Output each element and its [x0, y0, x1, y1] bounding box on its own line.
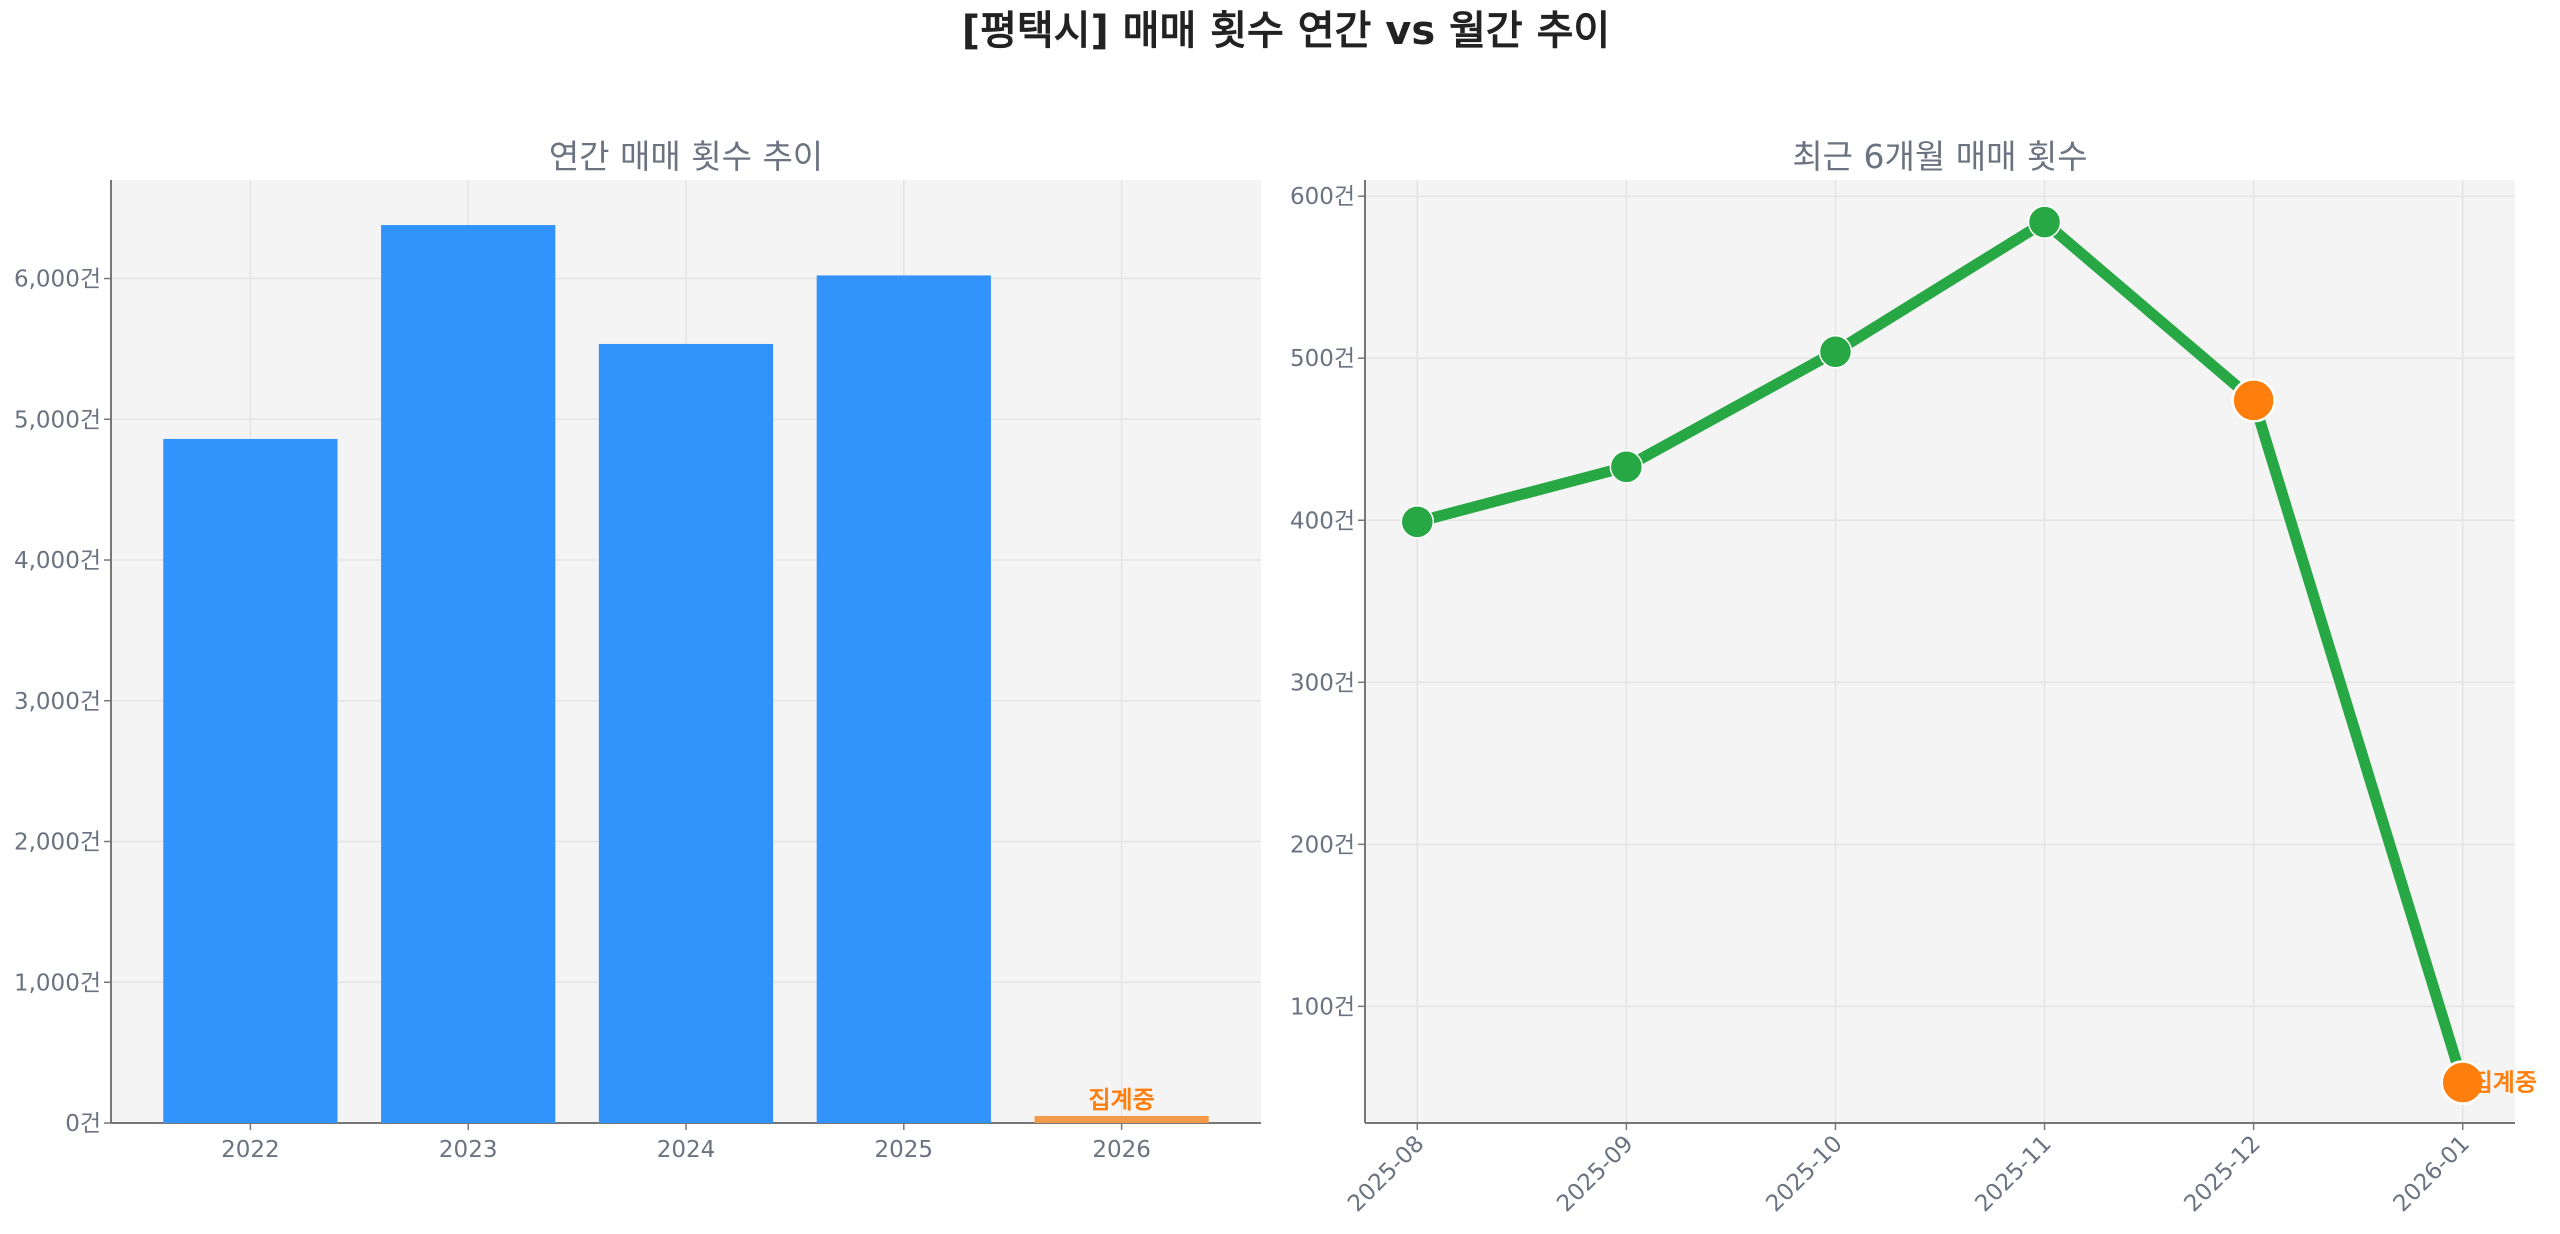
bar-2022 [163, 438, 338, 1123]
line-chart-title: 최근 6개월 매매 횟수 [1792, 137, 2087, 176]
x-tick-label: 2025-10 [1761, 1131, 1847, 1217]
bar-2026 [1034, 1115, 1209, 1123]
bar-2025 [816, 275, 991, 1123]
bar-chart-title: 연간 매매 횟수 추이 [549, 137, 823, 176]
point-2025-11 [2027, 205, 2062, 239]
bar-2024 [598, 343, 774, 1124]
y-tick-label: 400건 [1290, 508, 1355, 534]
bar-chart: 0건 1,000건 2,000건 3,000건 4,000건 5,000건 6,000건 20… [14, 180, 1261, 1163]
x-tick-label: 2026-01 [2389, 1131, 2475, 1217]
y-tick-label: 600건 [1290, 184, 1355, 210]
bar-annotation: 집계중 [1088, 1086, 1154, 1114]
point-2025-12 [2231, 378, 2276, 423]
y-tick-label: 2,000건 [14, 830, 101, 856]
point-2026-01 [2440, 1060, 2485, 1105]
y-tick-label: 200건 [1290, 832, 1355, 858]
y-tick-label: 0건 [65, 1111, 101, 1137]
point-2025-09 [1609, 450, 1644, 484]
y-tick-label: 5,000건 [14, 407, 101, 433]
y-tick-label: 300건 [1290, 670, 1355, 696]
point-2025-08 [1400, 505, 1435, 539]
x-tick-label: 2025 [875, 1137, 934, 1163]
bar-2023 [381, 225, 556, 1123]
figure-title: [평택시] 매매 횟수 연간 vs 월간 추이 [962, 8, 1610, 54]
x-tick-label: 2023 [439, 1137, 498, 1163]
x-tick-label: 2025-09 [1552, 1131, 1638, 1217]
y-tick-label: 3,000건 [14, 689, 101, 715]
y-tick-label: 100건 [1290, 994, 1355, 1020]
y-tick-label: 6,000건 [14, 267, 101, 293]
x-tick-label: 2026 [1092, 1137, 1151, 1163]
y-tick-label: 500건 [1290, 346, 1355, 372]
y-tick-label: 1,000건 [14, 970, 101, 996]
point-2025-10 [1818, 334, 1853, 369]
line-chart: 100건 200건 300건 400건 500건 600건 2025-08 2025-09 20… [1290, 180, 2537, 1217]
x-tick-label: 2025-12 [2180, 1131, 2266, 1217]
line-annotation: 집계중 [2471, 1068, 2537, 1096]
x-tick-label: 2025-11 [1970, 1131, 2056, 1217]
y-tick-label: 4,000건 [14, 548, 101, 574]
x-tick-label: 2025-08 [1343, 1131, 1429, 1217]
x-tick-label: 2022 [221, 1137, 280, 1163]
line-series [1415, 216, 2468, 1085]
plot-area [1365, 180, 2515, 1123]
x-tick-label: 2024 [657, 1137, 716, 1163]
